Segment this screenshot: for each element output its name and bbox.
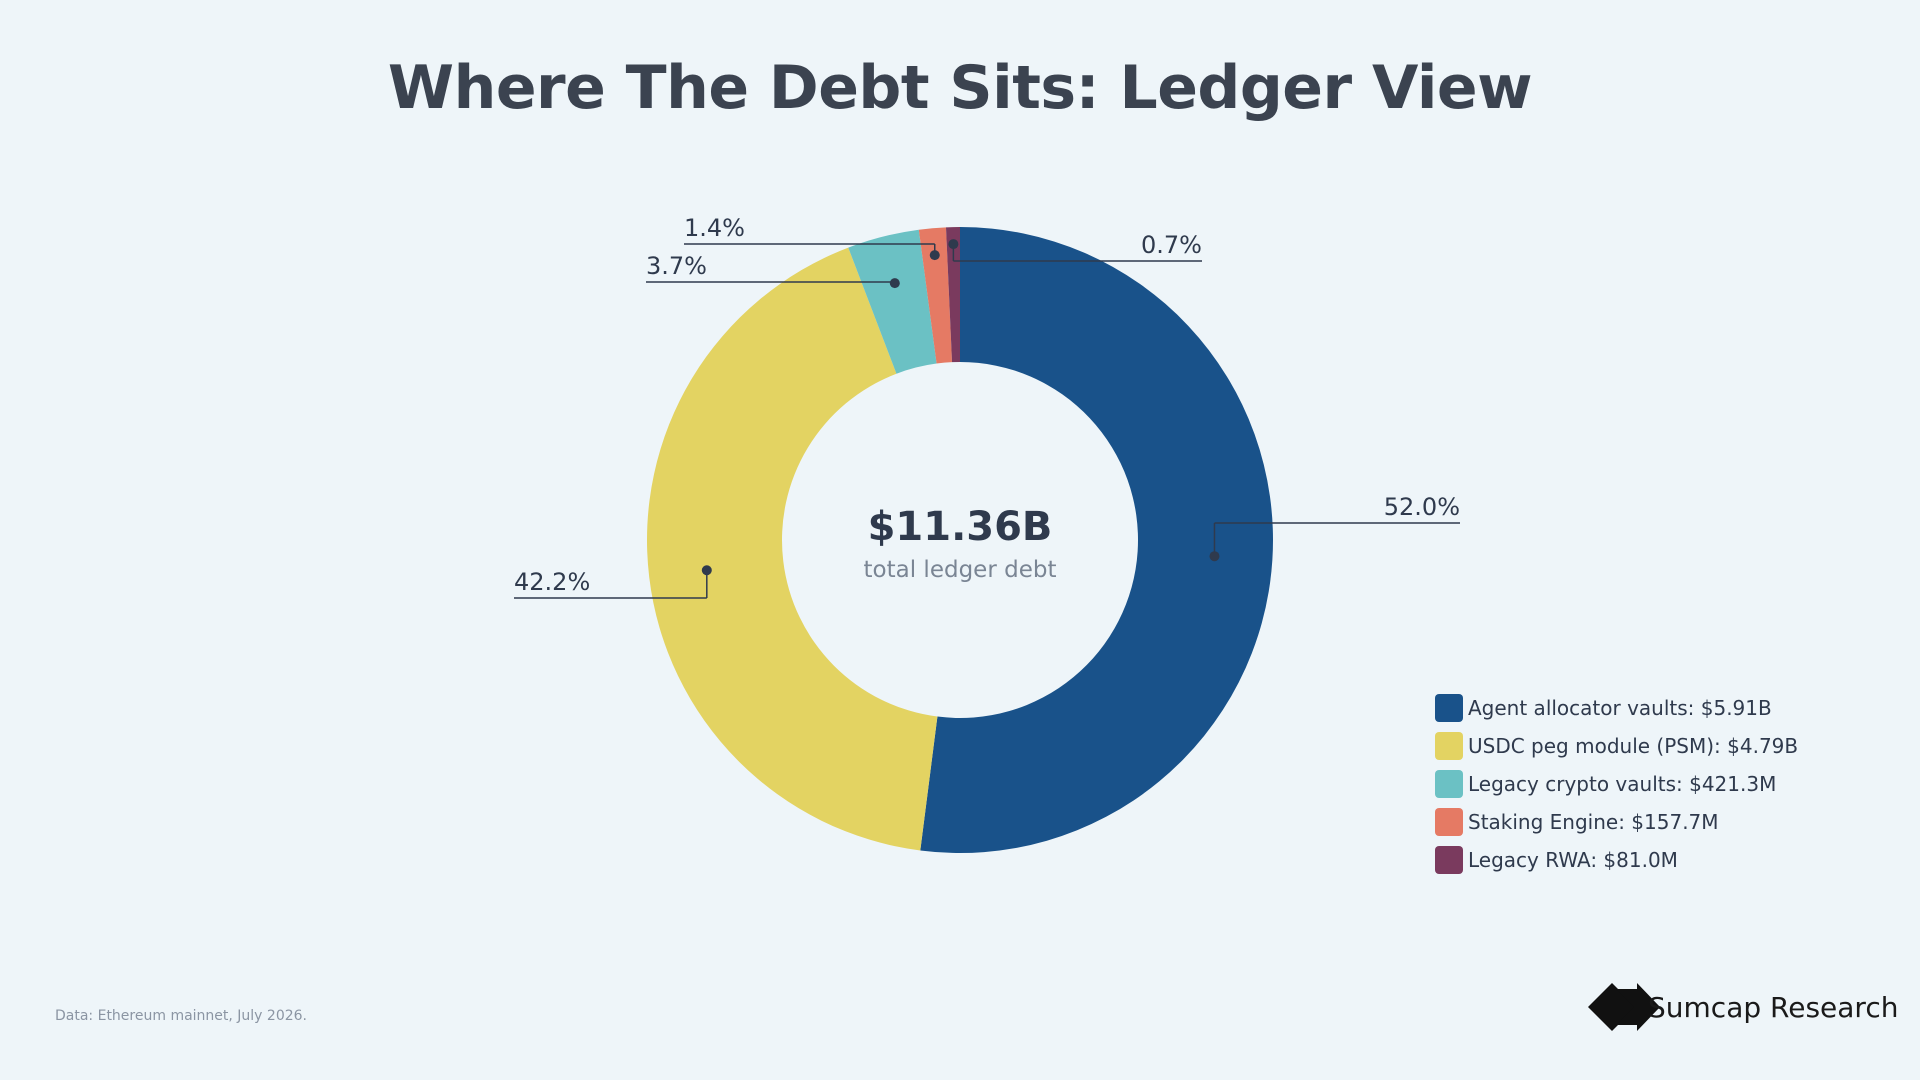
- brand-mark-chevron-icon: [1616, 983, 1660, 1031]
- brand-name: Sumcap Research: [1648, 991, 1898, 1024]
- chart-title: Where The Debt Sits: Ledger View: [388, 53, 1532, 123]
- legend-swatch: [1435, 770, 1463, 798]
- brand-logo: [1588, 983, 1660, 1031]
- leader-dot: [889, 278, 900, 289]
- legend-swatch: [1435, 846, 1463, 874]
- legend-label: USDC peg module (PSM): $4.79B: [1468, 734, 1798, 758]
- center-total-value: $11.36B: [868, 504, 1053, 550]
- center-total-label: total ledger debt: [864, 557, 1057, 583]
- legend-label: Legacy crypto vaults: $421.3M: [1468, 772, 1776, 796]
- percent-labels: 52.0% 42.2% 3.7% 1.4% 0.7%: [514, 214, 1460, 596]
- donut-slice: [848, 229, 937, 374]
- percent-label: 3.7%: [646, 252, 707, 280]
- percent-label: 52.0%: [1384, 493, 1460, 521]
- legend-label: Agent allocator vaults: $5.91B: [1468, 696, 1772, 720]
- leader-dot: [929, 250, 940, 261]
- percent-label: 0.7%: [1141, 231, 1202, 259]
- legend: Agent allocator vaults: $5.91B USDC peg m…: [1435, 694, 1798, 874]
- donut-slice: [918, 227, 953, 364]
- donut-slice: [647, 247, 938, 851]
- percent-label: 42.2%: [514, 568, 590, 596]
- leader-dot: [1209, 551, 1220, 562]
- legend-swatch: [1435, 694, 1463, 722]
- percent-label: 1.4%: [684, 214, 745, 242]
- legend-label: Staking Engine: $157.7M: [1468, 810, 1719, 834]
- legend-label: Legacy RWA: $81.0M: [1468, 848, 1678, 872]
- leader-dot: [948, 239, 959, 250]
- source-note: Data: Ethereum mainnet, July 2026.: [55, 1008, 307, 1024]
- legend-swatch: [1435, 808, 1463, 836]
- leader-dot: [701, 565, 712, 576]
- donut-slice: [920, 227, 1273, 853]
- legend-swatch: [1435, 732, 1463, 760]
- leader-lines: [514, 239, 1460, 599]
